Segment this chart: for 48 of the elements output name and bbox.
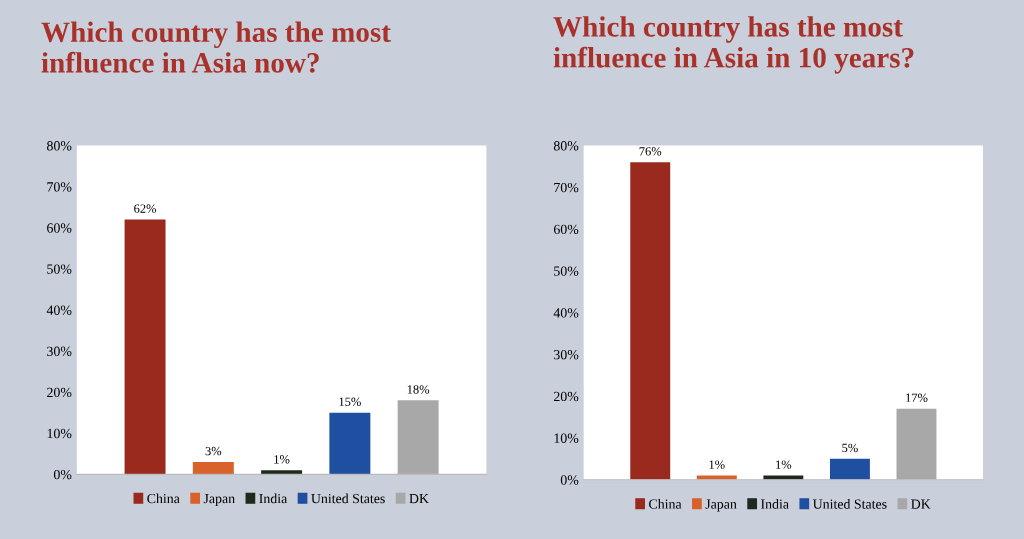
y-tick-label: 30% [554,349,579,360]
legend-label: DK [911,499,931,509]
legend-label: DK [409,494,429,504]
y-tick-label: 70% [47,182,72,192]
bar [896,408,937,480]
legend-label: China [147,493,180,504]
y-tick-label: 0% [560,475,579,485]
legend-label: United States [812,498,887,509]
legend-label: Japan [705,499,737,512]
y-tick-label: 40% [46,305,72,315]
legend-label: China [649,498,682,509]
data-label: 1% [709,460,725,469]
y-tick-label: 30% [47,346,72,357]
bar [829,458,870,480]
y-tick-label: 60% [553,224,579,235]
y-tick-label: 60% [47,223,72,233]
y-tick-label: 20% [553,391,579,402]
data-label: 5% [842,443,858,453]
bar [261,470,303,475]
data-label: 62% [134,204,157,213]
bar [397,400,439,475]
bar [329,412,371,475]
y-tick-label: 70% [554,182,579,193]
chart-title: Which country has the most influence in Asia now? [41,21,391,73]
legend-label: India [760,498,789,509]
data-label: 18% [407,385,430,394]
y-tick-label: 40% [553,308,579,318]
y-tick-label: 10% [554,433,579,443]
data-label: 3% [205,446,222,456]
legend-label: India [259,493,288,504]
chart-title: Which country has the most influence in Asia in 10 years? [553,16,914,74]
data-label: 15% [339,397,361,407]
bar [630,162,671,480]
y-tick-label: 20% [47,387,72,398]
bar [192,461,234,475]
y-tick-label: 80% [553,141,579,151]
legend-label: United States [311,493,385,504]
y-tick-label: 0% [53,469,72,480]
data-label: 17% [906,393,928,403]
legend-label: Japan [203,494,235,507]
data-label: 76% [639,147,662,156]
y-tick-label: 50% [554,266,579,276]
data-label: 1% [776,460,792,469]
y-tick-label: 50% [47,264,72,274]
data-label: 1% [274,455,290,464]
bar [124,219,166,475]
y-tick-label: 80% [47,141,72,151]
y-tick-label: 10% [47,428,72,439]
